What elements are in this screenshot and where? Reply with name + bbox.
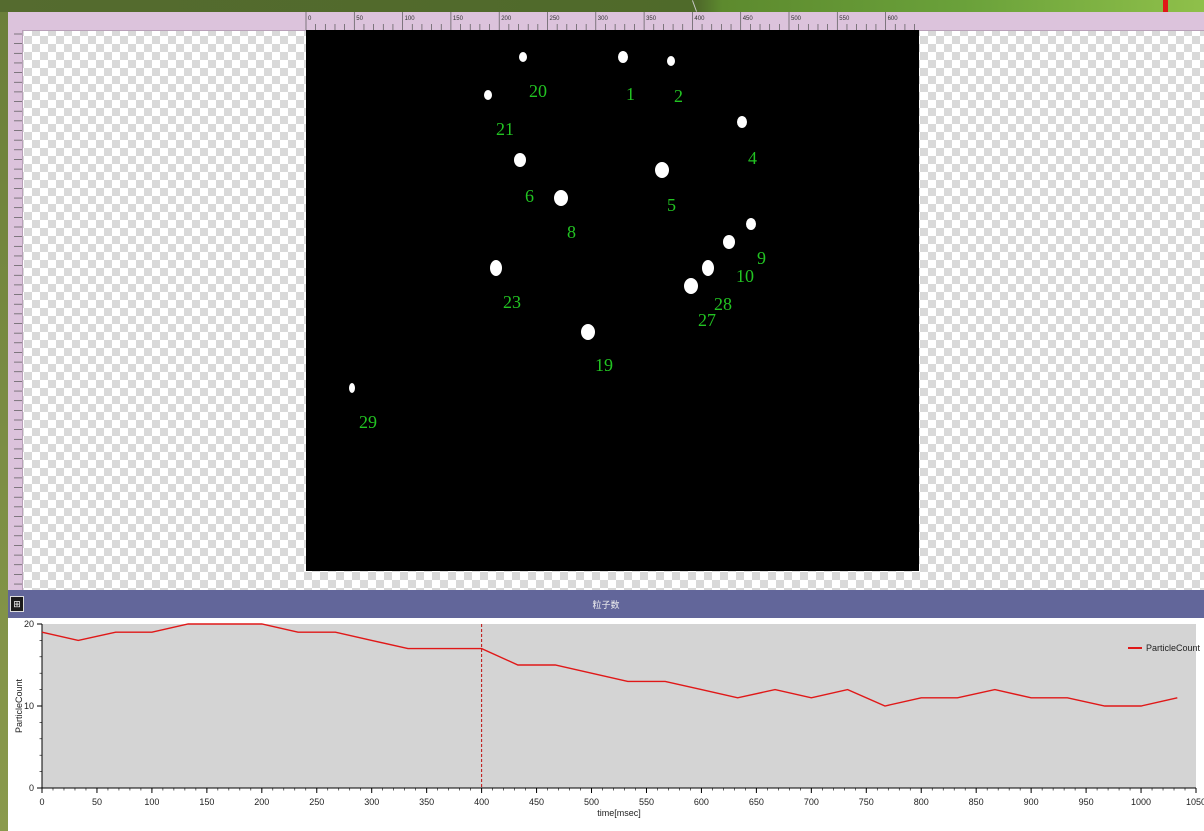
particle-label: 29 <box>359 412 377 432</box>
ruler-label: 450 <box>743 16 754 22</box>
horizontal-scrollbar[interactable] <box>22 572 1204 590</box>
x-tick-label: 600 <box>694 797 709 807</box>
x-tick-label: 0 <box>39 797 44 807</box>
particle-blob <box>723 235 735 249</box>
x-tick-label: 550 <box>639 797 654 807</box>
horizontal-ruler: 0 50 100 150 200 250 300 350 400 450 500 550 600 <box>8 12 1204 31</box>
ruler-label: 0 <box>308 16 312 22</box>
particle-blob <box>349 383 355 393</box>
particle-label: 4 <box>748 148 757 168</box>
top-divider <box>691 0 698 12</box>
x-tick-label: 150 <box>199 797 214 807</box>
ruler-label: 250 <box>550 16 561 22</box>
chart-panel-title: 粒子数 <box>592 600 620 610</box>
particle-label: 9 <box>757 248 766 268</box>
particle-count-chart: 0 50 100 150 200 250 300 350 400 450 500 550 600 650 7… <box>8 618 1204 831</box>
chart-svg: 0 50 100 150 200 250 300 350 400 450 500 550 600 650 7… <box>14 619 1204 818</box>
particle-blob <box>655 162 669 178</box>
particle-label: 5 <box>667 195 676 215</box>
y-axis-label: ParticleCount <box>14 678 24 733</box>
ruler-label: 550 <box>839 16 850 22</box>
left-edge <box>0 12 8 831</box>
particle-blob <box>684 278 698 294</box>
x-tick-label: 200 <box>254 797 269 807</box>
x-tick-label: 100 <box>144 797 159 807</box>
ruler-label: 200 <box>501 16 512 22</box>
particle-label: 20 <box>529 81 547 101</box>
red-indicator <box>1163 0 1168 12</box>
vertical-ruler-graphic <box>14 33 22 585</box>
x-tick-label: 350 <box>419 797 434 807</box>
x-tick-label: 750 <box>859 797 874 807</box>
particle-label: 21 <box>496 119 514 139</box>
particle-label: 8 <box>567 222 576 242</box>
ruler-label: 400 <box>694 16 705 22</box>
particle-blob <box>746 218 756 230</box>
particle-blob <box>618 51 628 63</box>
particle-blob <box>737 116 747 128</box>
particle-blob <box>667 56 675 66</box>
y-tick-label: 20 <box>24 619 34 629</box>
series-line <box>41 623 1178 707</box>
ruler-label: 600 <box>888 16 899 22</box>
x-tick-label: 250 <box>309 797 324 807</box>
horizontal-ruler-graphic: 0 50 100 150 200 250 300 350 400 450 500 550 600 <box>305 12 915 30</box>
particle-blob <box>702 260 714 276</box>
window-top-strip <box>0 0 1204 12</box>
particle-blob <box>484 90 492 100</box>
x-tick-label: 450 <box>529 797 544 807</box>
x-tick-label: 1000 <box>1131 797 1151 807</box>
particle-image-canvas[interactable]: 20 1 2 21 4 6 5 8 9 10 23 28 27 19 29 <box>306 30 919 571</box>
chart-panel-header: ⊞ 粒子数 <box>8 590 1204 618</box>
ruler-label: 150 <box>453 16 464 22</box>
ruler-label: 500 <box>791 16 802 22</box>
particle-label: 27 <box>698 310 716 330</box>
particle-blob <box>490 260 502 276</box>
particle-label: 2 <box>674 86 683 106</box>
x-tick-label: 300 <box>364 797 379 807</box>
particle-blob <box>581 324 595 340</box>
x-tick-label: 800 <box>914 797 929 807</box>
particle-label: 19 <box>595 355 613 375</box>
particle-blob <box>514 153 526 167</box>
x-tick-label: 1050 <box>1186 797 1204 807</box>
particle-blob <box>519 52 527 62</box>
x-tick-label: 850 <box>969 797 984 807</box>
pin-icon[interactable]: ⊞ <box>10 596 24 612</box>
particle-label: 23 <box>503 292 521 312</box>
plot-background <box>42 624 1196 788</box>
x-tick-label: 900 <box>1024 797 1039 807</box>
y-tick-label: 0 <box>29 783 34 793</box>
x-tick-label: 650 <box>749 797 764 807</box>
ruler-label: 300 <box>598 16 609 22</box>
x-tick-label: 700 <box>804 797 819 807</box>
vertical-ruler <box>8 30 23 590</box>
particle-label: 10 <box>736 266 754 286</box>
x-tick-label: 50 <box>92 797 102 807</box>
x-tick-label: 500 <box>584 797 599 807</box>
x-axis-label: time[msec] <box>597 808 641 818</box>
x-tick-label: 950 <box>1079 797 1094 807</box>
particle-label: 1 <box>626 84 635 104</box>
image-viewer[interactable]: 0 50 100 150 200 250 300 350 400 450 500 550 600 20 1… <box>8 12 1204 590</box>
particle-label: 28 <box>714 294 732 314</box>
ruler-label: 350 <box>646 16 657 22</box>
x-tick-label: 400 <box>474 797 489 807</box>
ruler-label: 50 <box>356 16 363 22</box>
particle-blob <box>554 190 568 206</box>
ruler-label: 100 <box>405 16 416 22</box>
y-tick-label: 10 <box>24 701 34 711</box>
legend-label: ParticleCount <box>1146 643 1201 653</box>
particle-label: 6 <box>525 186 534 206</box>
